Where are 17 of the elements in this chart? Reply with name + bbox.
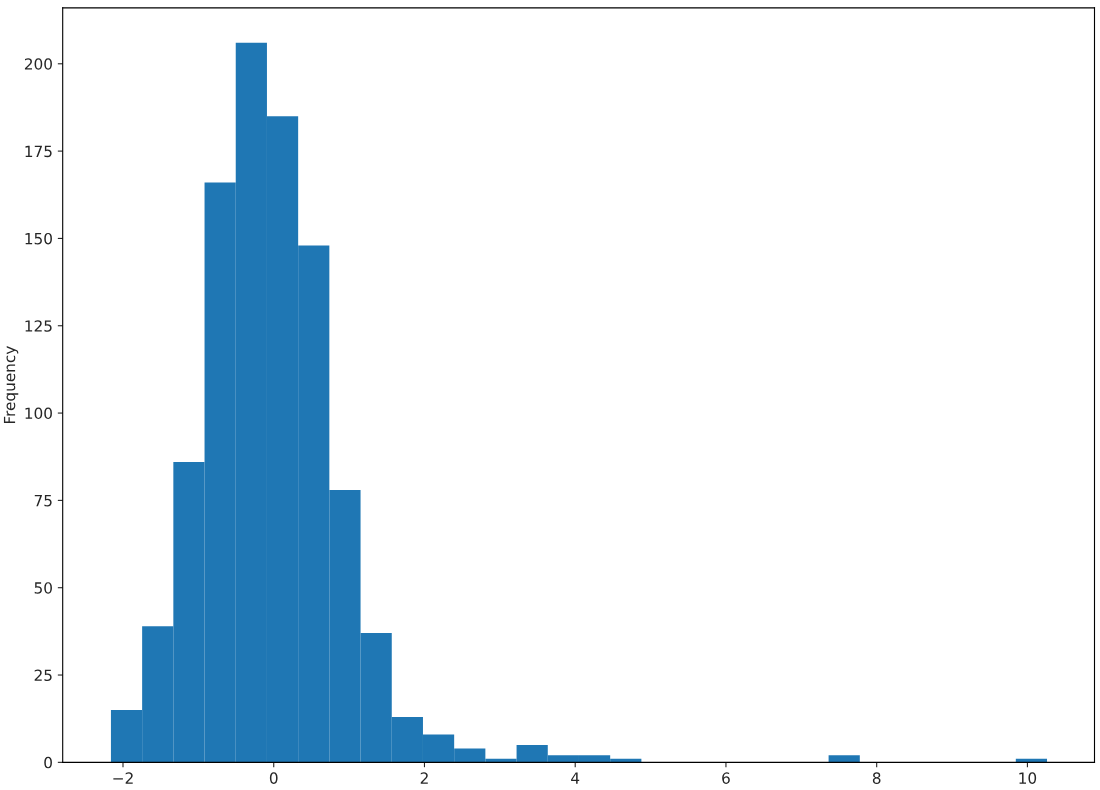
x-tick-label: 2 <box>420 772 428 784</box>
y-tick-label: 200 <box>24 58 52 70</box>
x-tick-label: 4 <box>571 772 580 784</box>
x-tick-label: 10 <box>1019 772 1037 784</box>
x-tick-label: 6 <box>722 772 730 784</box>
y-tick-label: 25 <box>34 669 52 682</box>
x-tick-label: 0 <box>269 772 278 784</box>
y-tick-label: 175 <box>25 145 52 158</box>
y-tick-label: 100 <box>25 407 52 420</box>
x-tick-label: 8 <box>872 772 881 784</box>
y-tick-label: 125 <box>25 320 52 332</box>
y-tick-label: 150 <box>25 232 52 245</box>
y-tick-label: 0 <box>44 756 52 769</box>
x-tick-label: −2 <box>113 772 133 784</box>
y-tick-label: 75 <box>34 495 52 507</box>
y-axis-title: Frequency <box>3 346 19 424</box>
y-tick-label: 50 <box>34 582 52 594</box>
